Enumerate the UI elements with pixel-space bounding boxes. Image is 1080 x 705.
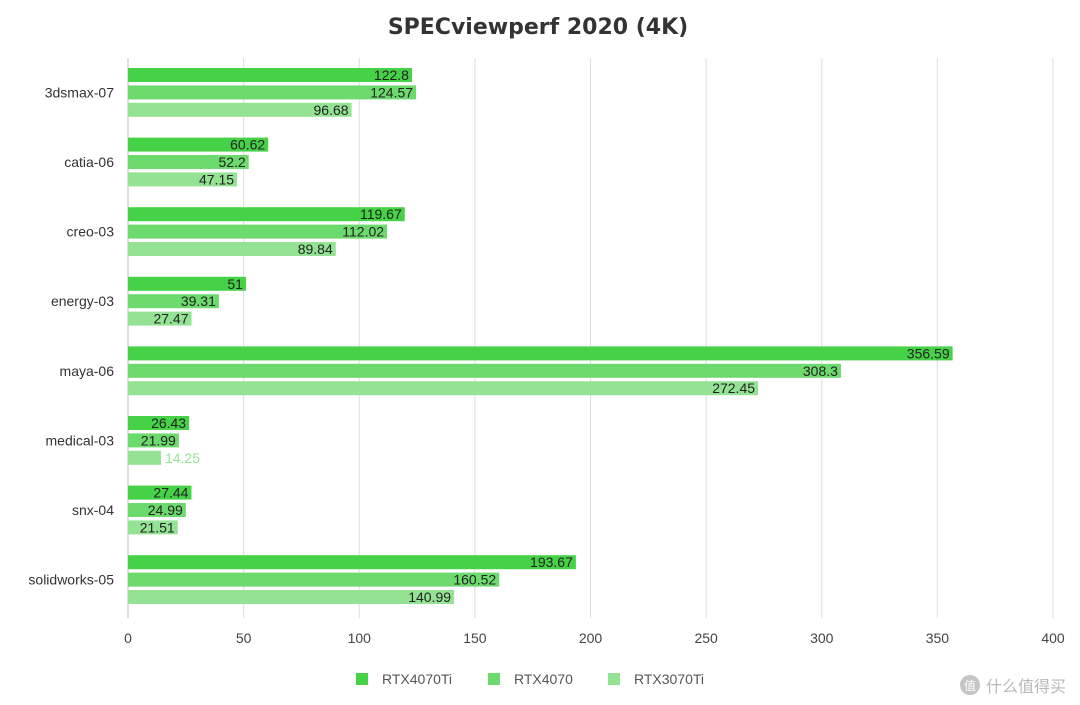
data-label: 27.47	[153, 311, 188, 327]
bar	[128, 590, 455, 604]
x-tick-label: 150	[463, 630, 487, 646]
bar	[128, 450, 161, 465]
data-label: 26.43	[151, 415, 186, 431]
x-tick-label: 200	[579, 630, 603, 646]
x-tick-label: 100	[348, 630, 372, 646]
x-tick-label: 400	[1041, 630, 1065, 646]
data-label: 51	[227, 276, 243, 292]
data-label: 21.51	[140, 519, 175, 535]
data-label: 96.68	[314, 102, 349, 118]
legend-swatch	[356, 673, 368, 685]
category-label: 3dsmax-07	[45, 84, 114, 100]
bar	[128, 503, 186, 517]
watermark: 值 什么值得买	[959, 673, 1066, 697]
legend-swatch	[488, 673, 500, 685]
x-tick-label: 50	[236, 630, 252, 646]
data-label: 52.2	[218, 154, 245, 170]
data-label: 47.15	[199, 171, 234, 187]
x-tick-label: 350	[926, 630, 950, 646]
data-label: 356.59	[907, 345, 950, 361]
legend-label: RTX3070Ti	[634, 671, 704, 687]
bar	[128, 137, 269, 152]
bar	[128, 555, 576, 570]
data-label: 112.02	[342, 224, 384, 240]
legend-label: RTX4070	[514, 671, 573, 687]
legend: RTX4070Ti RTX4070 RTX3070Ti	[356, 671, 704, 687]
data-label: 193.67	[530, 554, 573, 570]
data-label: 308.3	[803, 363, 838, 379]
data-label: 39.31	[181, 293, 216, 309]
data-label: 124.57	[370, 84, 413, 100]
bar	[128, 572, 500, 587]
bar	[128, 346, 953, 361]
chart-title: SPECviewperf 2020 (4K)	[388, 15, 688, 40]
data-label: 14.25	[165, 450, 200, 466]
bar	[128, 102, 352, 117]
bar	[128, 242, 336, 256]
watermark-text: 什么值得买	[985, 677, 1066, 696]
bar	[128, 207, 405, 222]
bar	[128, 172, 238, 187]
data-label: 122.8	[374, 67, 409, 83]
data-label: 89.84	[298, 241, 333, 257]
x-tick-labels: 0 50 100 150 200 250 300 350 400	[124, 630, 1065, 646]
data-label: 24.99	[148, 502, 183, 518]
data-label: 160.52	[453, 572, 496, 588]
x-tick-label: 0	[124, 630, 132, 646]
bar	[128, 85, 417, 100]
category-label: creo-03	[67, 224, 115, 240]
category-label: medical-03	[46, 432, 115, 448]
data-label: 60.62	[230, 137, 265, 153]
bar	[128, 276, 246, 291]
data-label: 272.45	[712, 380, 755, 396]
bar	[128, 311, 192, 326]
bar	[128, 294, 219, 309]
data-label: 21.99	[141, 432, 176, 448]
category-label: snx-04	[72, 502, 114, 518]
bar	[128, 520, 178, 535]
category-label: maya-06	[60, 363, 115, 379]
x-tick-label: 300	[810, 630, 834, 646]
bar	[128, 68, 412, 82]
bar	[128, 363, 841, 378]
bar	[128, 433, 179, 448]
category-label: energy-03	[51, 293, 114, 309]
category-label: catia-06	[64, 154, 114, 170]
legend-label: RTX4070Ti	[382, 671, 452, 687]
category-labels: 3dsmax-07 catia-06 creo-03 energy-03 maya-06…	[28, 84, 114, 587]
data-label: 27.44	[153, 485, 188, 501]
data-label: 140.99	[408, 589, 451, 605]
watermark-logo-icon: 值	[959, 675, 980, 695]
bar	[128, 416, 190, 430]
category-label: solidworks-05	[28, 572, 114, 588]
x-tick-label: 250	[694, 630, 718, 646]
legend-swatch	[608, 673, 620, 685]
bar	[128, 224, 388, 239]
bar	[128, 155, 249, 169]
bar	[128, 485, 192, 500]
data-label: 119.67	[360, 206, 402, 222]
bar	[128, 381, 759, 396]
